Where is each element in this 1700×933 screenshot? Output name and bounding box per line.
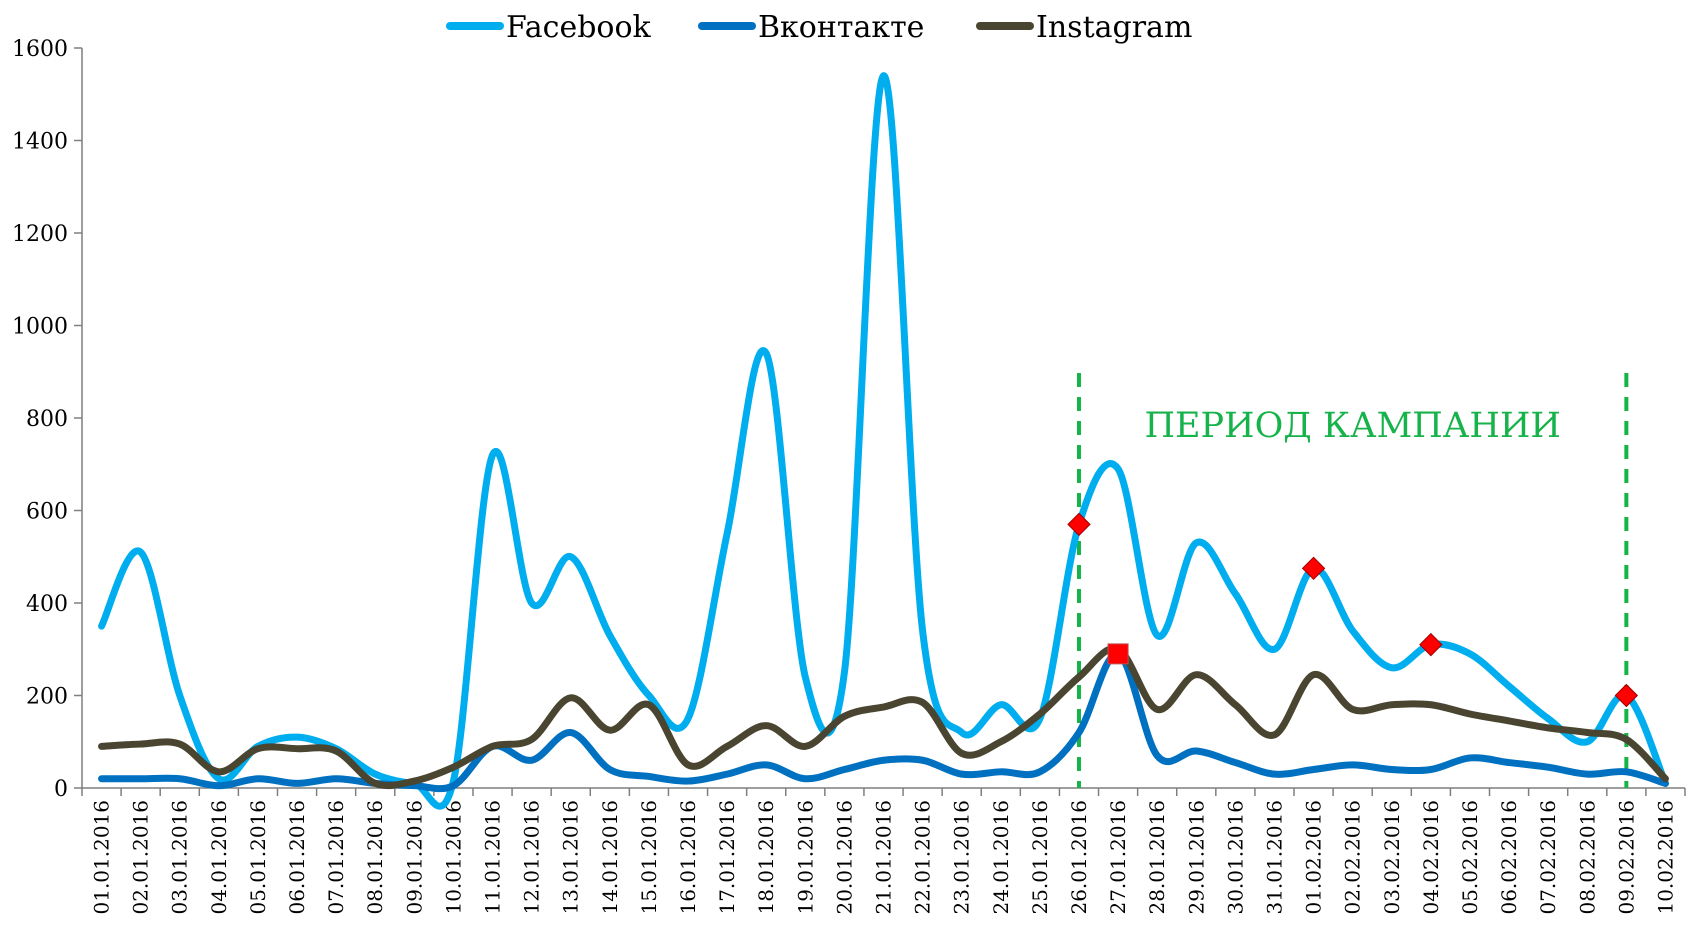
- x-tick-label: 31.01.2016: [1262, 800, 1286, 915]
- x-tick-label: 05.02.2016: [1458, 800, 1482, 915]
- y-tick-label: 1600: [12, 37, 68, 62]
- x-tick-label: 17.01.2016: [715, 800, 739, 915]
- y-tick-label: 400: [26, 592, 68, 617]
- x-tick-label: 18.01.2016: [754, 800, 778, 915]
- marker-diamond: [1419, 632, 1443, 657]
- y-tick-label: 600: [26, 500, 68, 525]
- marker-diamond: [1301, 556, 1326, 581]
- x-tick-label: 06.01.2016: [285, 800, 309, 915]
- x-tick-label: 02.01.2016: [129, 800, 153, 915]
- x-tick-label: 01.02.2016: [1302, 800, 1326, 915]
- x-tick-label: 26.01.2016: [1067, 800, 1091, 915]
- x-tick-label: 25.01.2016: [1028, 800, 1052, 915]
- legend-label: Facebook: [506, 10, 652, 45]
- x-tick-label: 08.01.2016: [363, 800, 387, 915]
- series-lines: [98, 72, 1669, 810]
- legend-label: Вконтакте: [758, 10, 924, 45]
- x-tick-label: 15.01.2016: [637, 800, 661, 915]
- series-line-вконтакте: [98, 650, 1669, 793]
- y-tick-label: 1000: [12, 315, 68, 340]
- x-tick-label: 06.02.2016: [1497, 800, 1521, 915]
- x-tick-label: 07.01.2016: [324, 800, 348, 915]
- x-tick-label: 19.01.2016: [793, 800, 817, 915]
- x-tick-label: 04.02.2016: [1419, 800, 1443, 915]
- x-tick-label: 27.01.2016: [1106, 800, 1130, 915]
- x-tick-label: 29.01.2016: [1184, 800, 1208, 915]
- y-tick-label: 200: [26, 685, 68, 710]
- x-tick-label: 09.02.2016: [1614, 800, 1638, 915]
- axes: 0 200 400 600 800 1000 1200 1400 1600 01.01.2016 0…: [12, 37, 1686, 915]
- x-tick-label: 20.01.2016: [832, 800, 856, 915]
- marker-diamond: [1067, 512, 1091, 537]
- x-tick-label: 30.01.2016: [1223, 800, 1247, 915]
- campaign-period: ПЕРИОД КАМПАНИИ: [1076, 373, 1629, 788]
- x-tick-label: 02.02.2016: [1341, 800, 1365, 915]
- series-line-instagram: [98, 644, 1669, 790]
- x-tick-label: 28.01.2016: [1145, 800, 1169, 915]
- y-tick-label: 1400: [12, 130, 68, 155]
- marker-square: [1107, 643, 1129, 665]
- x-tick-label: 03.02.2016: [1380, 800, 1404, 915]
- x-tick-label: 14.01.2016: [598, 800, 622, 915]
- x-tick-label: 01.01.2016: [90, 800, 114, 915]
- x-tick-label: 03.01.2016: [168, 800, 192, 915]
- y-tick-label: 800: [26, 407, 68, 432]
- marker-diamond: [1614, 683, 1639, 708]
- x-tick-label: 11.01.2016: [481, 800, 505, 915]
- x-tick-label: 10.01.2016: [441, 800, 465, 915]
- x-tick-label: 05.01.2016: [246, 800, 270, 915]
- y-tick-label: 0: [54, 777, 68, 802]
- x-tick-label: 24.01.2016: [989, 800, 1013, 915]
- x-tick-label: 16.01.2016: [676, 800, 700, 915]
- y-tick-label: 1200: [12, 222, 68, 247]
- x-tick-label: 08.02.2016: [1575, 800, 1599, 915]
- x-tick-label: 22.01.2016: [911, 800, 935, 915]
- x-tick-label: 09.01.2016: [402, 800, 426, 915]
- x-tick-label: 21.01.2016: [872, 800, 896, 915]
- legend-label: Instagram: [1036, 10, 1192, 45]
- legend: Facebook Вконтакте Instagram: [446, 10, 1192, 45]
- x-tick-label: 23.01.2016: [950, 800, 974, 915]
- x-tick-label: 10.02.2016: [1653, 800, 1677, 915]
- x-tick-label: 12.01.2016: [520, 800, 544, 915]
- x-tick-label: 04.01.2016: [207, 800, 231, 915]
- markers: [1067, 512, 1639, 708]
- x-tick-label: 13.01.2016: [559, 800, 583, 915]
- x-tick-label: 07.02.2016: [1536, 800, 1560, 915]
- campaign-label: ПЕРИОД КАМПАНИИ: [1144, 406, 1560, 446]
